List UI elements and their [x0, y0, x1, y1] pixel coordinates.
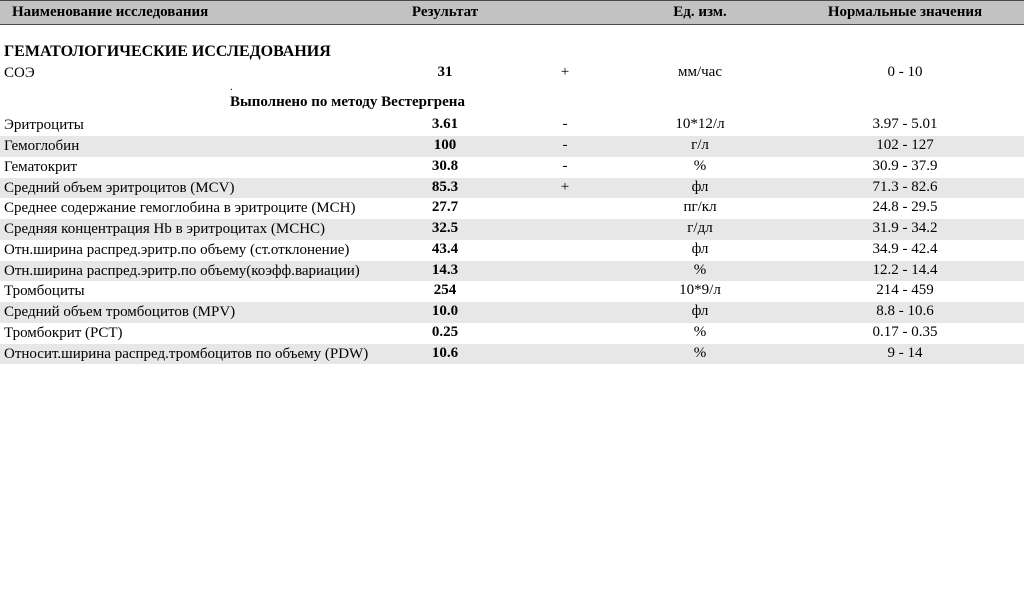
cell-result: 27.7: [370, 199, 520, 216]
cell-name: Относит.ширина распред.тромбоцитов по об…: [0, 345, 370, 364]
table-row: Относит.ширина распред.тромбоцитов по об…: [0, 344, 1024, 365]
cell-unit: %: [610, 158, 790, 175]
cell-flag: +: [520, 64, 610, 81]
cell-name: Средний объем тромбоцитов (MPV): [0, 303, 370, 322]
table-row: Среднее содержание гемоглобина в эритроц…: [0, 198, 1024, 219]
cell-flag: +: [520, 179, 610, 196]
cell-unit: %: [610, 324, 790, 341]
cell-result: 43.4: [370, 241, 520, 258]
cell-flag: -: [520, 158, 610, 175]
table-header: Наименование исследования Результат Ед. …: [0, 0, 1024, 25]
table-row: Средний объем тромбоцитов (MPV) 10.0 фл …: [0, 302, 1024, 323]
cell-range: 0 - 10: [790, 64, 1020, 81]
cell-range: 31.9 - 34.2: [790, 220, 1020, 237]
cell-range: 30.9 - 37.9: [790, 158, 1020, 175]
table-row: Средняя концентрация Hb в эритроцитах (M…: [0, 219, 1024, 240]
cell-flag: -: [520, 116, 610, 133]
cell-name: Отн.ширина распред.эритр.по объему(коэфф…: [0, 262, 370, 281]
cell-unit: %: [610, 345, 790, 362]
table-row: Гемоглобин 100 - г/л 102 - 127: [0, 136, 1024, 157]
header-range: Нормальные значения: [790, 4, 1020, 21]
cell-result: 254: [370, 282, 520, 299]
cell-range: 34.9 - 42.4: [790, 241, 1020, 258]
cell-name: Гематокрит: [0, 158, 370, 177]
cell-name: Средняя концентрация Hb в эритроцитах (M…: [0, 220, 370, 239]
header-flag: [520, 4, 610, 21]
cell-range: 102 - 127: [790, 137, 1020, 154]
cell-unit: г/л: [610, 137, 790, 154]
cell-name: Среднее содержание гемоглобина в эритроц…: [0, 199, 370, 218]
cell-name: Тромбоциты: [0, 282, 370, 301]
cell-result: 10.0: [370, 303, 520, 320]
method-note: Выполнено по методу Вестергрена: [0, 90, 1024, 115]
cell-unit: фл: [610, 303, 790, 320]
table-row: Гематокрит 30.8 - % 30.9 - 37.9: [0, 157, 1024, 178]
cell-range: 12.2 - 14.4: [790, 262, 1020, 279]
cell-name: Гемоглобин: [0, 137, 370, 156]
cell-result: 0.25: [370, 324, 520, 341]
cell-result: 85.3: [370, 179, 520, 196]
cell-name: Тромбокрит (PCT): [0, 324, 370, 343]
cell-name: Эритроциты: [0, 116, 370, 135]
cell-name: СОЭ: [0, 64, 370, 83]
cell-unit: %: [610, 262, 790, 279]
cell-unit: мм/час: [610, 64, 790, 81]
table-row: Отн.ширина распред.эритр.по объему(коэфф…: [0, 261, 1024, 282]
cell-range: 214 - 459: [790, 282, 1020, 299]
table-row: Эритроциты 3.61 - 10*12/л 3.97 - 5.01: [0, 115, 1024, 136]
header-result: Результат: [370, 4, 520, 21]
cell-result: 14.3: [370, 262, 520, 279]
cell-unit: пг/кл: [610, 199, 790, 216]
cell-result: 3.61: [370, 116, 520, 133]
table-row: Тромбокрит (PCT) 0.25 % 0.17 - 0.35: [0, 323, 1024, 344]
cell-result: 100: [370, 137, 520, 154]
cell-result: 31: [370, 64, 520, 81]
section-title: ГЕМАТОЛОГИЧЕСКИЕ ИССЛЕДОВАНИЯ: [0, 25, 1024, 63]
cell-unit: 10*12/л: [610, 116, 790, 133]
cell-unit: г/дл: [610, 220, 790, 237]
header-unit: Ед. изм.: [610, 4, 790, 21]
dot-mark: .: [0, 84, 1024, 91]
cell-unit: фл: [610, 179, 790, 196]
cell-range: 71.3 - 82.6: [790, 179, 1020, 196]
cell-name: Отн.ширина распред.эритр.по объему (ст.о…: [0, 241, 370, 260]
table-row: СОЭ 31 + мм/час 0 - 10: [0, 63, 1024, 84]
cell-result: 32.5: [370, 220, 520, 237]
cell-range: 8.8 - 10.6: [790, 303, 1020, 320]
cell-result: 10.6: [370, 345, 520, 362]
cell-unit: 10*9/л: [610, 282, 790, 299]
cell-range: 24.8 - 29.5: [790, 199, 1020, 216]
table-row: Тромбоциты 254 10*9/л 214 - 459: [0, 281, 1024, 302]
cell-name: Средний объем эритроцитов (MCV): [0, 179, 370, 198]
cell-range: 9 - 14: [790, 345, 1020, 362]
cell-flag: -: [520, 137, 610, 154]
header-name: Наименование исследования: [0, 4, 370, 21]
cell-unit: фл: [610, 241, 790, 258]
cell-range: 0.17 - 0.35: [790, 324, 1020, 341]
cell-result: 30.8: [370, 158, 520, 175]
cell-range: 3.97 - 5.01: [790, 116, 1020, 133]
table-row: Средний объем эритроцитов (MCV) 85.3 + ф…: [0, 178, 1024, 199]
table-row: Отн.ширина распред.эритр.по объему (ст.о…: [0, 240, 1024, 261]
